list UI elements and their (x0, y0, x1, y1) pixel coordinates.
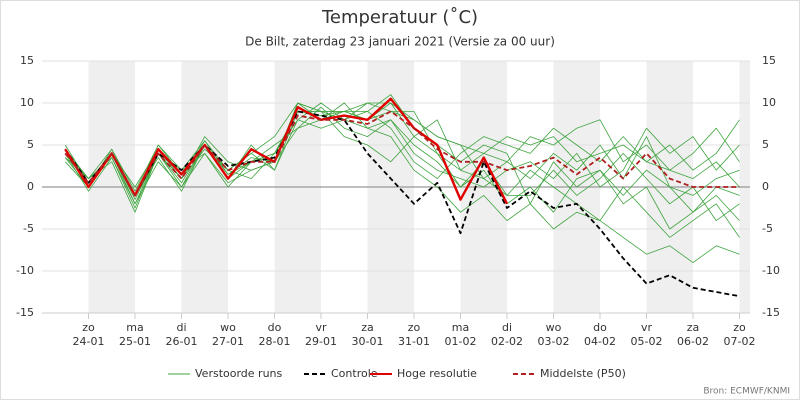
x-weekday-label: do (268, 321, 282, 334)
legend-label: Hoge resolutie (397, 367, 477, 380)
series-line (64, 110, 740, 298)
ensemble-line (64, 111, 740, 196)
y2-tick-label: 10 (762, 96, 776, 109)
y2-tick-label: -10 (762, 264, 780, 277)
x-date-label: 29-01 (305, 335, 337, 348)
x-weekday-label: wo (546, 321, 562, 334)
source: Bron: ECMWF/KNMI (703, 387, 790, 397)
x-weekday-label: zo (408, 321, 421, 334)
ensemble-line (64, 102, 740, 209)
x-date-label: 02-02 (491, 335, 523, 348)
x-weekday-label: di (176, 321, 186, 334)
x-weekday-label: za (361, 321, 374, 334)
x-weekday-label: vr (641, 321, 653, 334)
x-date-label: 05-02 (631, 335, 663, 348)
chart-subtitle: De Bilt, zaterdag 23 januari 2021 (Versi… (245, 35, 555, 49)
x-weekday-label: wo (220, 321, 236, 334)
legend-label: Verstoorde runs (195, 367, 283, 380)
y-tick-label: 10 (20, 96, 34, 109)
ensemble-line (64, 102, 740, 192)
x-date-label: 04-02 (584, 335, 616, 348)
x-date-label: 26-01 (166, 335, 198, 348)
x-weekday-label: ma (126, 321, 143, 334)
legend-label: Controle (331, 367, 378, 380)
x-weekday-label: vr (315, 321, 327, 334)
x-date-label: 25-01 (119, 335, 151, 348)
x-date-label: 28-01 (259, 335, 291, 348)
x-date-label: 01-02 (445, 335, 477, 348)
y-tick-label: 5 (27, 138, 34, 151)
x-weekday-label: di (502, 321, 512, 334)
y2-tick-label: -15 (762, 306, 780, 319)
y-tick-label: -15 (16, 306, 34, 319)
x-date-label: 30-01 (352, 335, 384, 348)
x-weekday-label: ma (452, 321, 469, 334)
x-weekday-label: za (687, 321, 700, 334)
x-date-label: 06-02 (677, 335, 709, 348)
y2-tick-label: 5 (762, 138, 769, 151)
y2-tick-label: 0 (762, 180, 769, 193)
ensemble-line (64, 111, 740, 263)
y-tick-label: 15 (20, 54, 34, 67)
y2-tick-label: 15 (762, 54, 776, 67)
legend-label: Middelste (P50) (540, 367, 626, 380)
x-date-label: 07-02 (724, 335, 756, 348)
x-weekday-label: zo (82, 321, 95, 334)
chart-title: Temperatuur (˚C) (321, 7, 478, 28)
y-tick-label: 0 (27, 180, 34, 193)
series-line (64, 110, 740, 197)
x-date-label: 24-01 (73, 335, 105, 348)
x-date-label: 31-01 (398, 335, 430, 348)
x-weekday-label: zo (733, 321, 746, 334)
y2-tick-label: -5 (762, 222, 773, 235)
y-tick-label: -5 (23, 222, 34, 235)
ensemble-line (64, 102, 740, 196)
y-tick-label: -10 (16, 264, 34, 277)
x-date-label: 27-01 (212, 335, 244, 348)
x-date-label: 03-02 (538, 335, 570, 348)
ensemble-line (64, 106, 740, 230)
x-weekday-label: do (593, 321, 607, 334)
